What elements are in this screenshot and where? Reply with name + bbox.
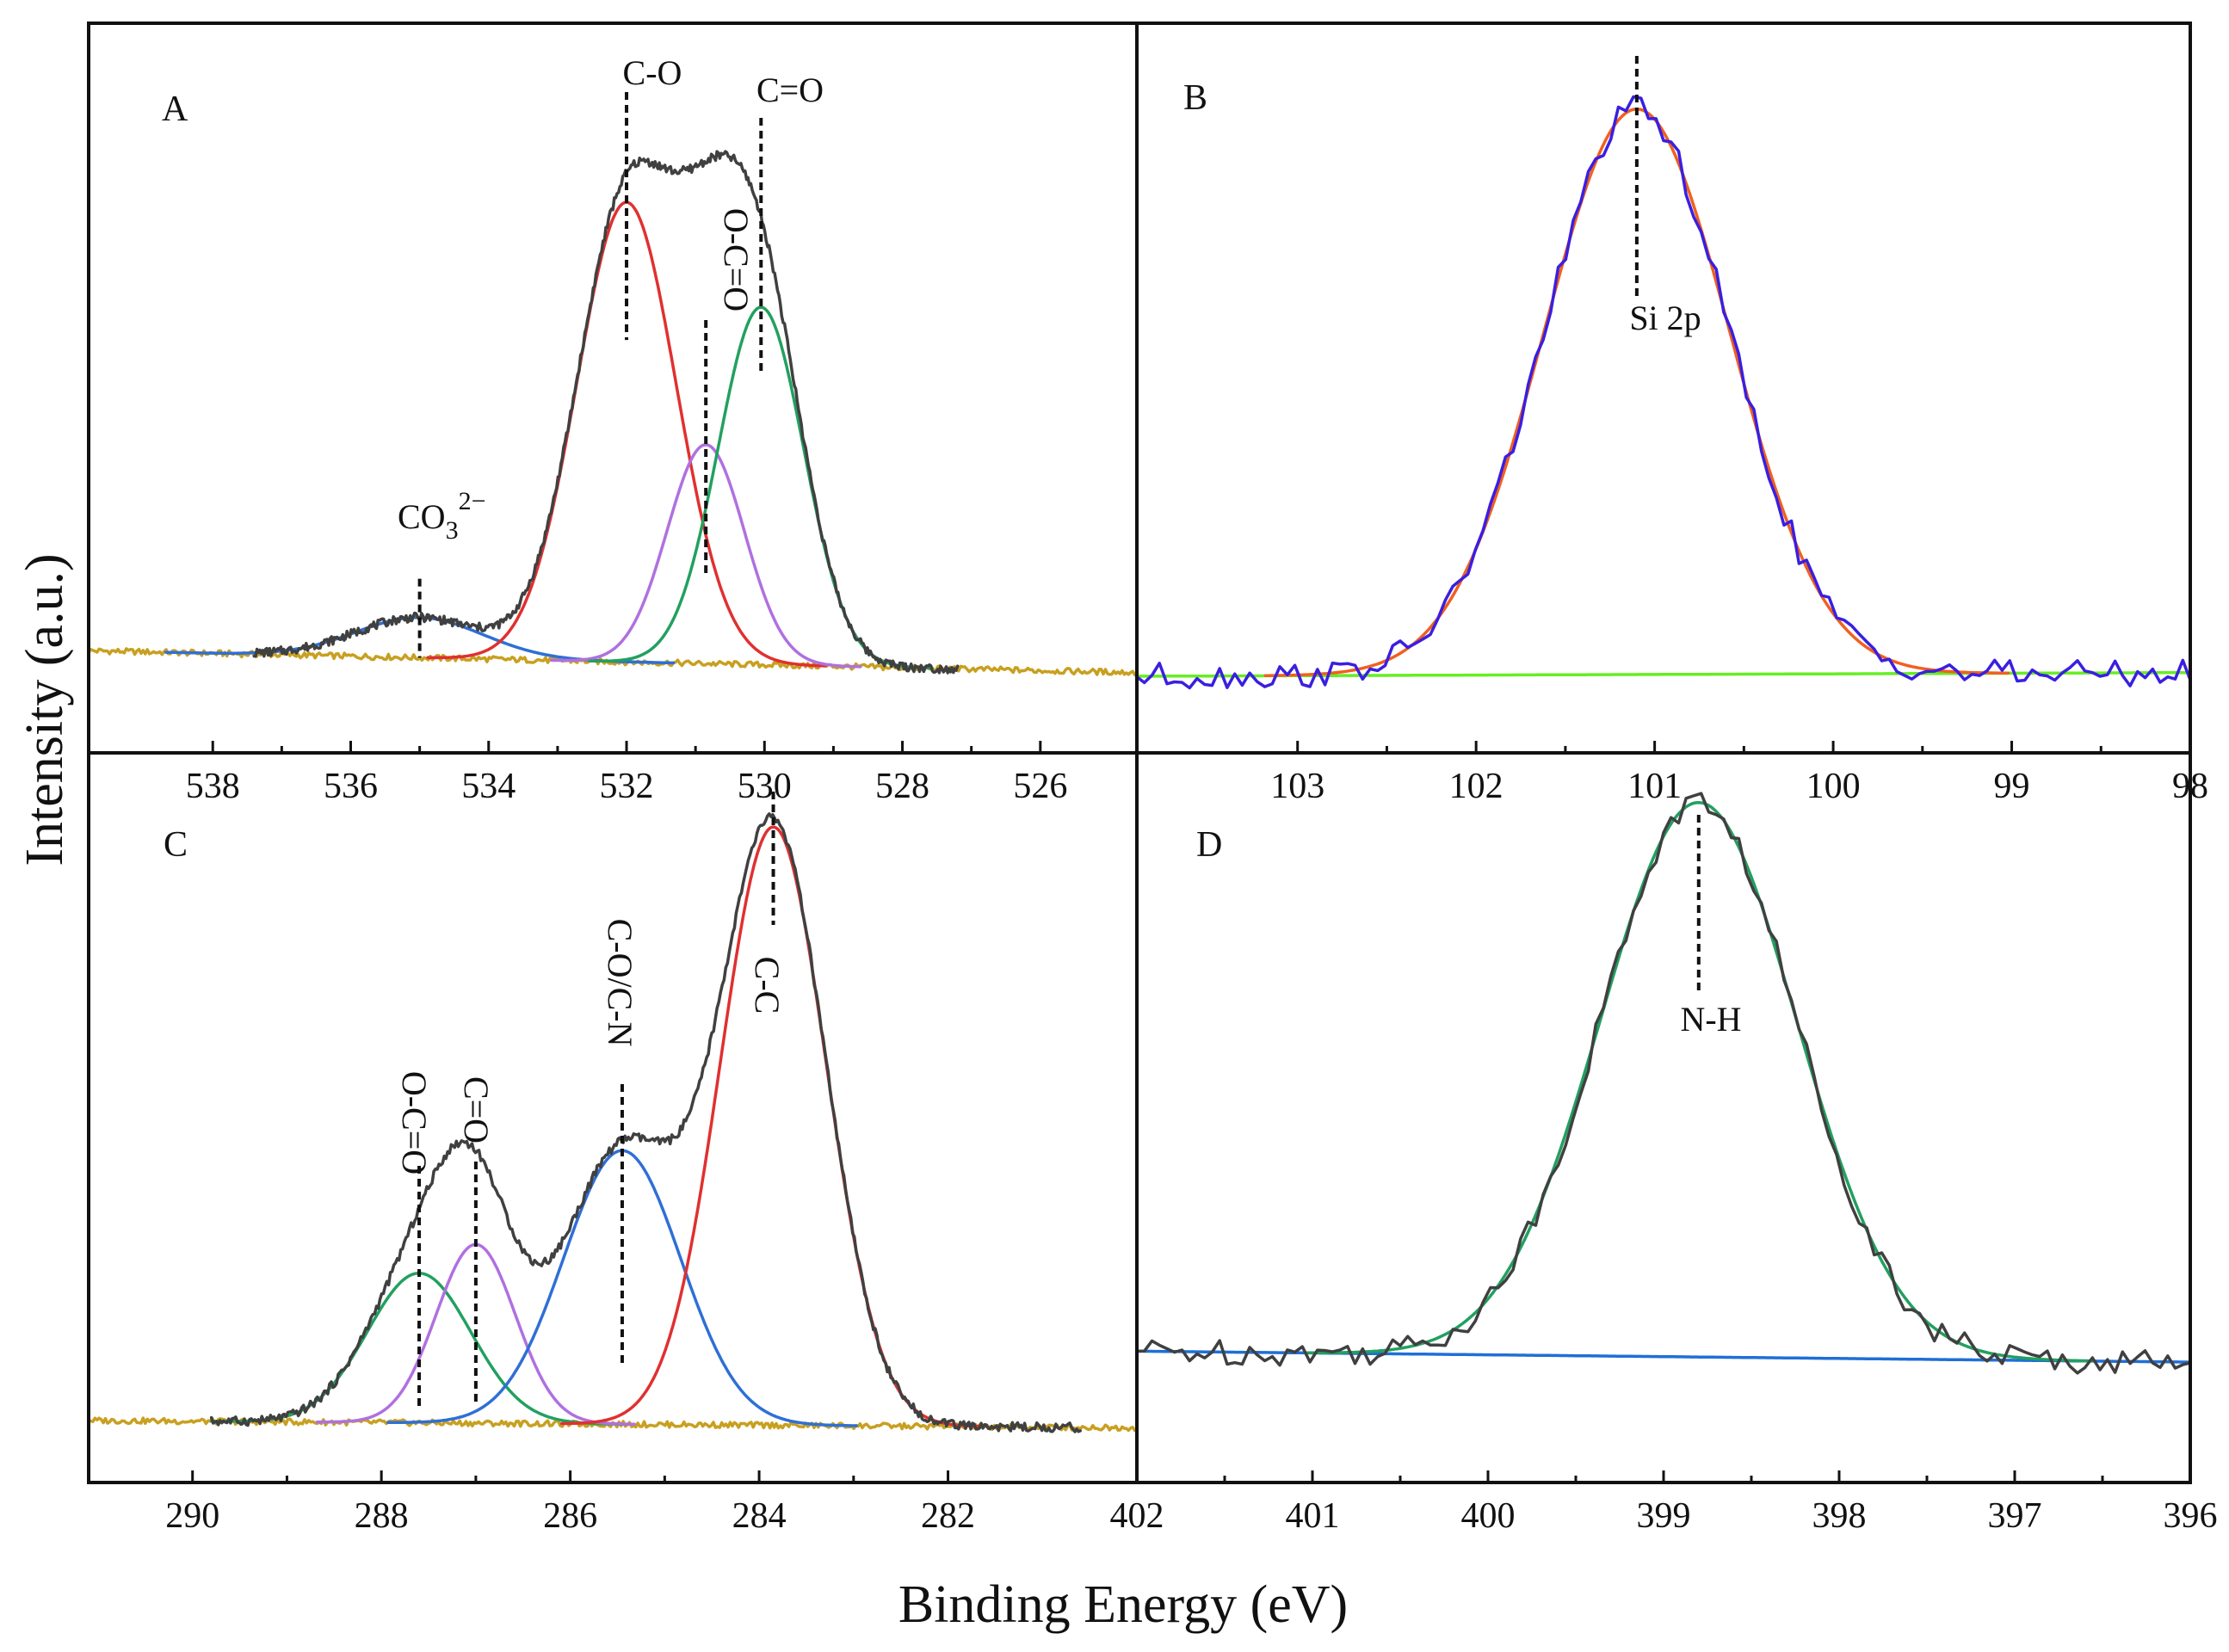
panel-a-envelope <box>252 150 960 675</box>
panel-d-component-1 <box>1304 800 2094 1363</box>
panel-b-x-tick-label: 101 <box>1627 767 1682 806</box>
panel-c-component-4 <box>559 825 987 1428</box>
panel-a-x-tick-label: 532 <box>600 767 654 806</box>
plot-layer <box>87 56 2192 1482</box>
panel-b-x-tick-label: 100 <box>1806 767 1861 806</box>
panel-d-raw-spectrum <box>1135 792 2192 1375</box>
panel-c-label: C <box>164 825 188 865</box>
peak-label-a-o-c-o: O-C=O <box>717 208 756 311</box>
panel-c-x-tick-label: 290 <box>165 1496 219 1536</box>
panel-a-component-3 <box>549 443 862 669</box>
x-axis-title: Binding Energy (eV) <box>898 1575 1348 1634</box>
panel-a-label: A <box>162 89 188 129</box>
panel-c-x-tick-label: 284 <box>732 1496 787 1536</box>
panel-b-x-tick-label: 102 <box>1449 767 1503 806</box>
panel-a-x-tick-label: 538 <box>186 767 240 806</box>
panel-b-component-1 <box>1263 107 2010 677</box>
peak-label-carbonate: CO32− <box>398 487 486 545</box>
panel-d-x-tick-label: 396 <box>2164 1496 2218 1536</box>
panel-b-label: B <box>1183 78 1207 118</box>
panel-d-x-tick-label: 401 <box>1286 1496 1340 1536</box>
peak-label-c-c: C-C <box>748 957 787 1014</box>
peak-label-a-c-o: C-O <box>623 53 682 92</box>
panel-b-raw-spectrum <box>1135 95 2192 690</box>
panel-c-frame <box>87 751 1139 1484</box>
panel-b-x-tick-label: 99 <box>1994 767 2030 806</box>
panel-c-x-tick-label: 288 <box>355 1496 409 1536</box>
panel-d-x-tick-label: 398 <box>1812 1496 1867 1536</box>
panel-b-x-tick-label: 98 <box>2172 767 2208 806</box>
peak-label-n-h: N-H <box>1680 1000 1741 1039</box>
panel-d-frame <box>1135 751 2192 1484</box>
peak-label-c-c-double-o: C=O <box>457 1076 496 1143</box>
peak-label-si-2p: Si 2p <box>1629 299 1701 337</box>
y-axis-title: Intensity (a.u.) <box>15 553 74 866</box>
panel-d-label: D <box>1196 825 1222 865</box>
panel-a-x-tick-label: 536 <box>324 767 378 806</box>
panel-d-x-tick-label: 397 <box>1988 1496 2042 1536</box>
peak-label-c-o-c-n: C-O/C-N <box>601 919 639 1047</box>
panel-c-envelope <box>209 812 1082 1433</box>
panel-c-x-tick-label: 286 <box>543 1496 597 1536</box>
peak-label-c-o-c-o: O-C=O <box>395 1071 434 1174</box>
panel-a-x-tick-label: 526 <box>1013 767 1067 806</box>
panel-b-x-tick-label: 103 <box>1270 767 1324 806</box>
panel-a-x-tick-label: 528 <box>875 767 929 806</box>
panel-a-x-tick-label: 530 <box>738 767 792 806</box>
panel-d-x-tick-label: 402 <box>1110 1496 1164 1536</box>
panel-c-x-tick-label: 282 <box>921 1496 975 1536</box>
panel-a-x-tick-label: 534 <box>461 767 516 806</box>
panel-d-x-tick-label: 399 <box>1637 1496 1691 1536</box>
panel-a-component-4 <box>588 305 934 670</box>
panel-a-frame <box>87 22 1139 755</box>
panel-d-x-tick-label: 400 <box>1461 1496 1516 1536</box>
peak-label-a-c-double-o: C=O <box>756 71 824 109</box>
